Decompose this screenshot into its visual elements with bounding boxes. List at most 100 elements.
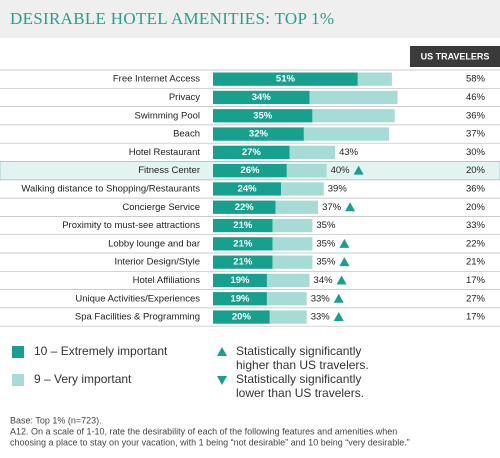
legend-note: lower than US travelers.: [236, 386, 364, 400]
bar-segment: [272, 255, 313, 269]
total-label: 35%: [316, 220, 336, 231]
comparison-value: 37%: [466, 129, 486, 140]
bar-segment: [213, 182, 282, 196]
bar-segment: [266, 292, 307, 306]
category-label: Swimming Pool: [135, 110, 200, 121]
value-label: 27%: [242, 147, 262, 158]
total-label: 40%: [331, 165, 351, 176]
bar-segment: [281, 182, 324, 196]
comparison-value: 22%: [466, 238, 486, 249]
bar-segment: [213, 72, 358, 86]
comparison-value: 36%: [466, 110, 486, 121]
legend-note: higher than US travelers.: [236, 358, 369, 372]
comparison-value: 33%: [466, 220, 486, 231]
bar-segment: [289, 145, 336, 159]
footnote: A12. On a scale of 1-10, rate the desira…: [10, 426, 397, 436]
legend-marker: [217, 376, 227, 385]
total-label: 43%: [339, 147, 359, 158]
value-label: 24%: [238, 183, 258, 194]
value-label: 21%: [233, 257, 253, 268]
bar-segment: [272, 237, 313, 251]
bar-segment: [303, 127, 390, 141]
significance-marker: [339, 238, 350, 248]
bar-segment: [213, 109, 313, 123]
bar-segment: [309, 90, 398, 105]
chart-title: DESIRABLE HOTEL AMENITIES: TOP 1%: [10, 9, 334, 28]
category-label: Hotel Restaurant: [129, 147, 201, 158]
comparison-value: 46%: [466, 92, 486, 103]
comparison-value: 58%: [466, 74, 486, 85]
legend-label: 9 – Very important: [34, 372, 132, 386]
value-label: 35%: [253, 110, 273, 121]
value-label: 51%: [276, 74, 296, 85]
total-label: 33%: [311, 293, 331, 304]
category-label: Interior Design/Style: [114, 257, 200, 268]
total-label: 33%: [311, 312, 331, 323]
bar-segment: [213, 237, 273, 251]
significance-marker: [333, 312, 344, 322]
total-label: 39%: [328, 183, 348, 194]
bar-segment: [269, 310, 307, 324]
value-label: 19%: [230, 275, 250, 286]
value-label: 26%: [240, 165, 260, 176]
value-label: 20%: [232, 312, 252, 323]
legend-swatch: [12, 374, 24, 386]
value-label: 21%: [233, 220, 253, 231]
significance-marker: [345, 202, 356, 212]
bar-segment: [213, 164, 287, 178]
bar-segment: [213, 90, 310, 105]
bar-segment: [213, 200, 276, 214]
category-label: Walking distance to Shopping/Restaurants: [21, 183, 200, 194]
comparison-value: 17%: [466, 275, 486, 286]
bar-segment: [272, 218, 313, 233]
bar-segment: [213, 255, 273, 269]
category-label: Privacy: [169, 92, 200, 103]
value-label: 21%: [233, 238, 253, 249]
bar-segment: [213, 218, 273, 233]
footnote: Base: Top 1% (n=723).: [10, 415, 102, 425]
bar-segment: [213, 145, 290, 159]
footnote: choosing a place to stay on your vacatio…: [10, 437, 410, 447]
value-label: 32%: [249, 129, 269, 140]
bar-segment: [312, 109, 395, 123]
significance-marker: [336, 275, 347, 285]
legend-swatch: [12, 346, 24, 358]
total-label: 35%: [316, 257, 336, 268]
comparison-value: 30%: [466, 147, 486, 158]
bar-segment: [213, 273, 267, 288]
legend-label: 10 – Extremely important: [34, 344, 168, 358]
value-label: 22%: [235, 202, 255, 213]
category-label: Hotel Affiliations: [133, 275, 201, 286]
legend-marker: [217, 347, 227, 356]
category-label: Proximity to must-see attractions: [62, 220, 200, 231]
bar-segment: [357, 72, 392, 86]
bar-segment: [266, 273, 310, 288]
comparison-value: 21%: [466, 257, 486, 268]
category-label: Free Internet Access: [113, 74, 200, 85]
value-label: 34%: [252, 92, 272, 103]
comparison-value: 17%: [466, 312, 486, 323]
category-label: Spa Facilities & Programming: [75, 312, 200, 323]
title-band: [0, 0, 500, 38]
comparison-header-box: [410, 46, 500, 67]
comparison-value: 20%: [466, 202, 486, 213]
category-label: Unique Activities/Experiences: [75, 293, 200, 304]
bar-segment: [213, 127, 304, 141]
legend-note: Statistically significantly: [236, 344, 361, 358]
bar-segment: [275, 200, 319, 214]
total-label: 35%: [316, 238, 336, 249]
value-label: 19%: [230, 293, 250, 304]
comparison-header: US TRAVELERS: [421, 51, 490, 61]
comparison-value: 27%: [466, 293, 486, 304]
total-label: 37%: [322, 202, 342, 213]
category-label: Concierge Service: [122, 202, 200, 213]
comparison-value: 20%: [466, 165, 486, 176]
comparison-value: 36%: [466, 183, 486, 194]
category-label: Lobby lounge and bar: [108, 238, 200, 249]
significance-marker: [353, 165, 364, 175]
bar-segment: [213, 310, 270, 324]
legend-note: Statistically significantly: [236, 372, 361, 386]
significance-marker: [333, 293, 344, 303]
bar-segment: [286, 164, 327, 178]
